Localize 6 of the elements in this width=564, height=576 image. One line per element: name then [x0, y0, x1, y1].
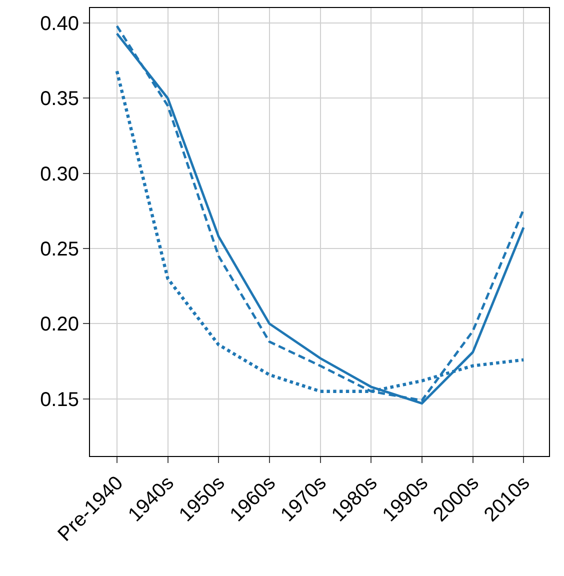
y-tick-label: 0.30 — [40, 163, 79, 186]
y-tick-label: 0.20 — [40, 314, 79, 336]
y-tick-label: 0.25 — [40, 238, 79, 261]
y-tick-label: 0.40 — [40, 13, 79, 36]
y-tick-label: 0.35 — [40, 88, 79, 110]
y-tick-label: 0.15 — [40, 388, 79, 411]
